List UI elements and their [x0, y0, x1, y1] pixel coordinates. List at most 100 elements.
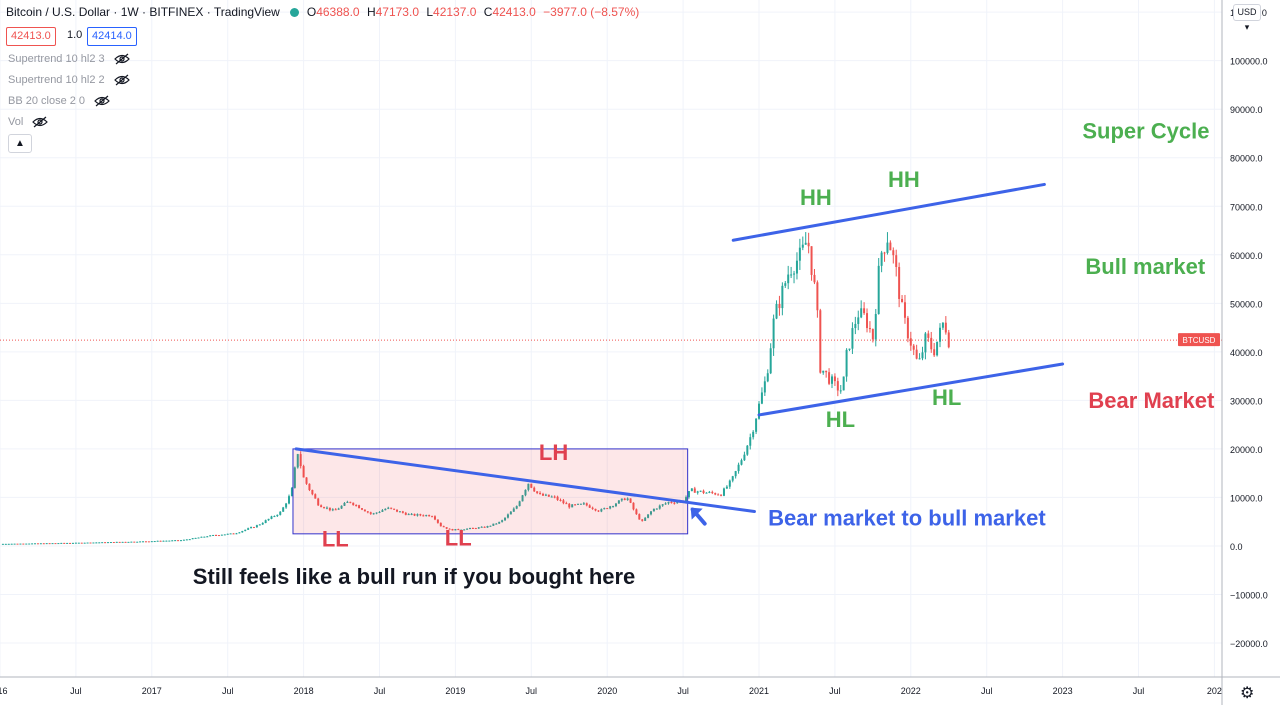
- annotation-label: Super Cycle: [1082, 118, 1209, 143]
- x-tick-label: Jul: [374, 686, 386, 696]
- indicator-volume[interactable]: Vol: [8, 116, 49, 128]
- candle-body: [725, 486, 728, 489]
- candle-body: [658, 505, 661, 509]
- candle-body: [620, 498, 623, 501]
- candle-body: [74, 542, 77, 544]
- candle-body: [562, 500, 565, 504]
- indicator-bollinger-bands[interactable]: BB 20 close 2 0: [8, 95, 110, 107]
- candle-body: [39, 543, 42, 545]
- candle-body: [930, 337, 933, 350]
- candle-body: [784, 283, 787, 286]
- annotation-label: HL: [932, 385, 961, 410]
- candle-body: [737, 464, 740, 472]
- bid-price-box[interactable]: 42413.0: [6, 27, 56, 46]
- candle-body: [921, 352, 924, 359]
- open-value: 46388.0: [316, 5, 360, 19]
- candle-body: [296, 454, 299, 468]
- symbol-price-tag: [1178, 333, 1220, 347]
- candle-body: [766, 373, 769, 382]
- candle-body: [352, 502, 355, 506]
- candle-body: [168, 540, 171, 542]
- candle-body: [89, 542, 92, 544]
- candle-body: [293, 467, 296, 488]
- candle-body: [798, 247, 801, 261]
- candle-body: [220, 534, 223, 536]
- candle-body: [909, 338, 912, 346]
- candle-body: [544, 494, 547, 496]
- candle-body: [375, 512, 378, 514]
- collapse-indicators-button[interactable]: ▲: [8, 134, 32, 153]
- candle-body: [693, 488, 696, 493]
- candle-body: [536, 491, 539, 493]
- eye-hidden-icon[interactable]: [113, 74, 130, 86]
- candle-body: [851, 328, 854, 349]
- candle-body: [819, 310, 822, 373]
- candle-body: [591, 507, 594, 509]
- candle-body: [31, 543, 34, 545]
- candle-body: [328, 507, 331, 511]
- symbol-title[interactable]: Bitcoin / U.S. Dollar · 1W · BITFINEX · …: [6, 5, 280, 19]
- candle-body: [477, 527, 480, 529]
- candle-body: [212, 534, 215, 536]
- ask-price-box[interactable]: 42414.0: [87, 27, 137, 46]
- candle-body: [696, 491, 699, 493]
- candle-body: [828, 372, 831, 384]
- candle-body: [623, 498, 626, 501]
- candle-body: [10, 543, 13, 545]
- candle-body: [209, 535, 212, 537]
- eye-hidden-icon[interactable]: [113, 53, 130, 65]
- candle-body: [200, 536, 203, 538]
- candle-body: [515, 506, 518, 509]
- candle-body: [51, 543, 54, 545]
- indicator-supertrend-2[interactable]: Supertrend 10 hl2 2: [8, 74, 130, 86]
- x-tick-label: Jul: [1133, 686, 1145, 696]
- y-tick-label: 20000.0: [1230, 445, 1263, 455]
- candle-body: [854, 323, 857, 329]
- candle-body: [390, 507, 393, 509]
- candle-body: [25, 543, 28, 545]
- eye-hidden-icon[interactable]: [94, 95, 110, 107]
- candle-body: [547, 494, 550, 497]
- annotation-label: Bull market: [1085, 254, 1205, 279]
- candle-body: [413, 513, 416, 516]
- candle-body: [553, 496, 556, 498]
- gear-icon[interactable]: ⚙: [1240, 685, 1255, 702]
- candle-body: [781, 285, 784, 309]
- indicator-supertrend-3[interactable]: Supertrend 10 hl2 3: [8, 53, 130, 65]
- chevron-down-icon: ▾: [1244, 22, 1250, 32]
- candle-series: [1, 232, 950, 545]
- candle-body: [127, 541, 130, 543]
- candle-body: [830, 376, 833, 384]
- candle-body: [816, 282, 819, 311]
- candle-body: [857, 317, 860, 324]
- candle-body: [133, 541, 136, 543]
- y-tick-label: 50000.0: [1230, 299, 1263, 309]
- candle-body: [182, 539, 185, 541]
- chart-grid: [0, 0, 1222, 677]
- candle-body: [866, 313, 869, 329]
- y-tick-label: 80000.0: [1230, 154, 1263, 164]
- candle-body: [334, 509, 337, 511]
- candle-body: [101, 542, 104, 544]
- candle-body: [387, 507, 390, 509]
- candle-body: [112, 542, 115, 544]
- candle-body: [559, 499, 562, 501]
- eye-hidden-icon[interactable]: [32, 116, 49, 128]
- candle-body: [822, 370, 825, 373]
- indicator-label: BB 20 close 2 0: [8, 95, 86, 107]
- currency-selector[interactable]: USD ▾: [1233, 4, 1261, 32]
- candle-body: [527, 483, 530, 490]
- candle-body: [290, 487, 293, 497]
- candle-body: [626, 498, 629, 501]
- candle-body: [568, 503, 571, 508]
- candle-body: [839, 390, 842, 392]
- candle-body: [139, 541, 142, 543]
- candle-body: [655, 508, 658, 510]
- trend-line: [678, 499, 756, 514]
- candle-body: [603, 508, 606, 510]
- x-tick-label: Jul: [70, 686, 82, 696]
- candle-body: [600, 509, 603, 512]
- candle-body: [509, 511, 512, 515]
- x-tick-label: Jul: [526, 686, 538, 696]
